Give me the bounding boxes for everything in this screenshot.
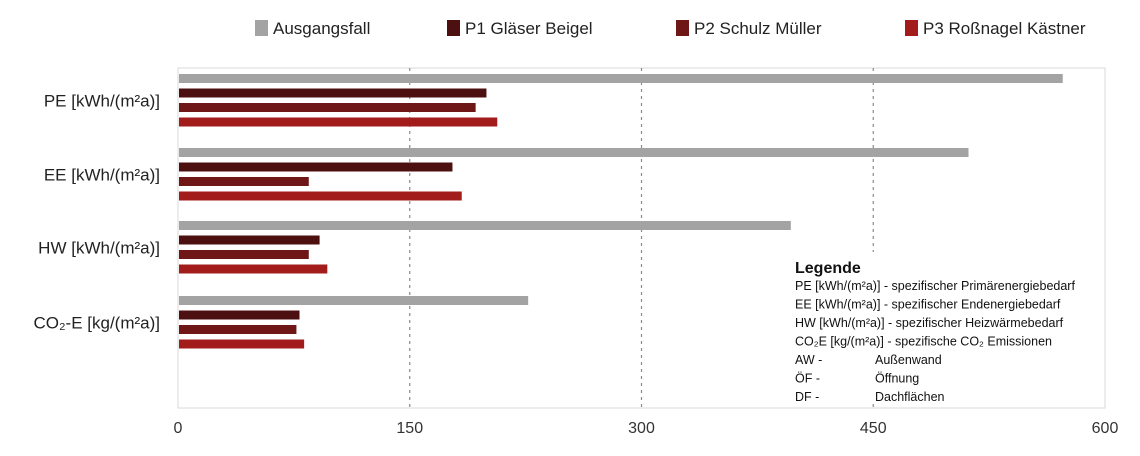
legend-label: P2 Schulz Müller (694, 19, 822, 38)
note-line: EE [kWh/(m²a)] - spezifischer Endenergie… (795, 298, 1061, 312)
bar (179, 103, 476, 112)
x-tick-label: 0 (174, 420, 183, 437)
bars (179, 74, 1063, 349)
bar (179, 235, 320, 245)
legend-swatch (905, 20, 918, 36)
legend-swatch (255, 20, 268, 36)
x-tick-label: 450 (860, 420, 887, 437)
note-title: Legende (795, 260, 861, 277)
x-axis-ticks: 0 150 300 450 600 (174, 420, 1119, 437)
legend-swatch (447, 20, 460, 36)
category-labels: PE [kWh/(m²a)] EE [kWh/(m²a)] HW [kWh/(m²a… (33, 91, 160, 332)
abbreviation-value: Dachflächen (875, 390, 945, 404)
legend-label: Ausgangsfall (273, 19, 370, 38)
legend: Ausgangsfall P1 Gläser Beigel P2 Schulz Mü… (255, 19, 1086, 38)
category-label: CO₂-E [kg/(m²a)] (33, 313, 160, 332)
note-line: CO₂E [kg/(m²a)] - spezifische CO₂ Emissi… (795, 335, 1052, 349)
category-label: HW [kWh/(m²a)] (38, 238, 160, 257)
note-background (790, 252, 1102, 404)
bar (179, 88, 487, 98)
bar (179, 162, 453, 172)
bar (179, 296, 529, 305)
category-label: EE [kWh/(m²a)] (44, 165, 160, 184)
bar (179, 191, 462, 201)
legend-note-box: Legende PE [kWh/(m²a)] - spezifischer Pri… (790, 252, 1102, 404)
bar (179, 325, 297, 334)
bar (179, 310, 300, 320)
legend-label: P1 Gläser Beigel (465, 19, 593, 38)
bar (179, 339, 305, 349)
abbreviation-value: Außenwand (875, 353, 942, 367)
bar (179, 148, 969, 157)
abbreviation-key: DF - (795, 390, 819, 404)
legend-label: P3 Roßnagel Kästner (923, 19, 1086, 38)
abbreviation-key: AW - (795, 353, 822, 367)
x-tick-label: 300 (628, 420, 655, 437)
bar (179, 221, 791, 230)
x-tick-label: 150 (396, 420, 423, 437)
bar (179, 250, 309, 259)
bar (179, 264, 328, 274)
legend-swatch (676, 20, 689, 36)
x-tick-label: 600 (1092, 420, 1119, 437)
category-label: PE [kWh/(m²a)] (44, 91, 160, 110)
note-line: HW [kWh/(m²a)] - spezifischer Heizwärmeb… (795, 316, 1064, 330)
bar (179, 177, 309, 186)
abbreviation-value: Öffnung (875, 372, 919, 386)
abbreviation-key: ÖF - (795, 372, 820, 386)
bar (179, 74, 1063, 83)
bar (179, 117, 498, 127)
note-line: PE [kWh/(m²a)] - spezifischer Primärener… (795, 279, 1075, 293)
